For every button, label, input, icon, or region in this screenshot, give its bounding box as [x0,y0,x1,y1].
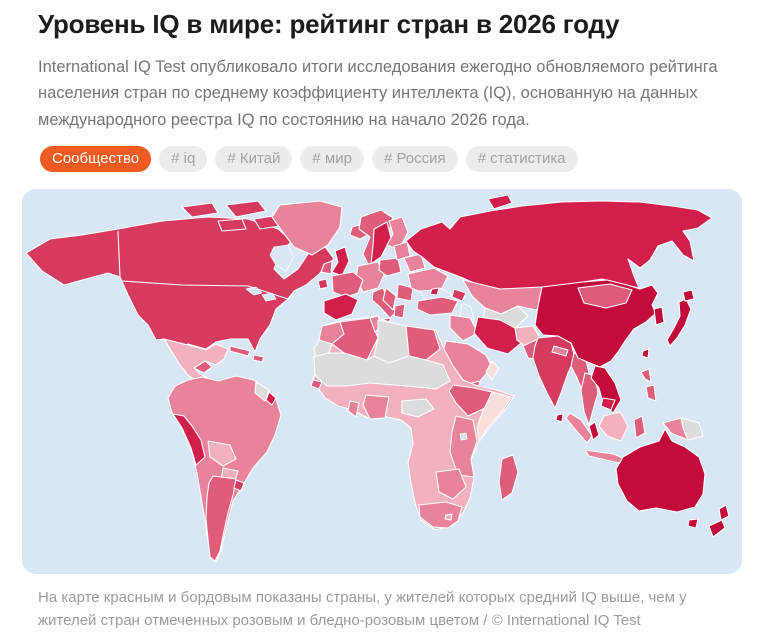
region-central-african [401,398,435,418]
hashtag-china[interactable]: # Китай [215,145,293,172]
region-somalia [476,391,512,442]
region-uruguay [233,479,245,492]
region-libya [373,319,410,364]
article-description: International IQ Test опубликовало итоги… [38,57,718,129]
region-ethiopia [448,384,493,417]
region-nigeria [362,394,390,420]
region-crimea [429,287,440,296]
region-romania [396,283,414,302]
hashtag-statistics[interactable]: # статистика [465,145,578,172]
region-poland [378,257,402,277]
region-philippines [640,368,652,383]
region-east-asia [641,289,695,359]
region-iraq-syria [449,314,479,342]
region-greenland [271,200,343,256]
region-sulawesi [633,415,646,439]
region-taiwan [641,348,650,359]
region-ghana [347,400,360,418]
region-france [331,271,364,298]
region-southeast-asia [565,365,704,464]
region-china [534,279,659,368]
region-iberia [323,293,359,321]
hashtag-iq[interactable]: # iq [159,145,208,172]
region-senegal [310,379,323,390]
region-egypt [405,325,441,361]
region-belarus [403,253,426,273]
region-madagascar [498,454,519,501]
region-sri-lanka [555,413,564,423]
region-sweden [370,221,392,265]
region-peru [172,413,206,466]
region-bolivia [207,440,237,467]
great-lakes [245,286,263,296]
region-ireland [320,260,333,275]
region-italy [371,287,397,319]
region-caucasus [451,288,467,302]
region-oman [485,360,500,381]
region-mongolia [577,283,633,309]
region-tasmania [687,518,699,529]
region-borneo [598,411,629,442]
region-sumatra [565,412,593,444]
region-europe [320,209,449,324]
region-cambodia [600,397,616,411]
region-zambia-zimbabwe [435,468,467,500]
hashtag-russia[interactable]: # Россия [371,145,458,172]
page-title: Уровень IQ в мире: рейтинг стран в 2026 … [38,9,620,39]
region-guyanas [254,381,270,402]
community-badge[interactable]: Сообщество [40,145,152,172]
region-baltics [393,241,411,261]
region-kenya-tanzania [449,415,478,478]
region-africa [310,315,515,531]
map-caption: На карте красным и бордовым показаны стр… [38,588,687,629]
region-korea [653,306,665,326]
region-nepal [551,345,569,357]
region-iran [473,316,522,355]
region-turkey [416,296,459,316]
region-ukraine [407,267,449,295]
region-sahel [313,352,451,390]
tag-row: Сообщество # iq # Китай # мир # Россия #… [40,145,764,172]
hashtag-world[interactable]: # мир [300,145,364,172]
region-argentina [205,475,237,562]
region-kazakhstan [462,279,551,315]
region-lesotho [444,513,453,521]
region-north-america [25,200,335,354]
region-greece [393,303,406,319]
region-balkans [382,287,397,311]
region-papua-new-guinea [680,417,704,441]
region-cuba [229,345,251,357]
region-new-zealand [708,504,730,538]
region-australia [615,428,706,529]
region-mexico-central-america [163,338,265,392]
region-south-africa [418,501,463,529]
region-south-america [167,375,282,563]
hudson-bay [269,244,295,272]
world-iq-map [22,188,742,574]
lake-victoria [459,432,468,441]
region-japan [666,298,692,347]
